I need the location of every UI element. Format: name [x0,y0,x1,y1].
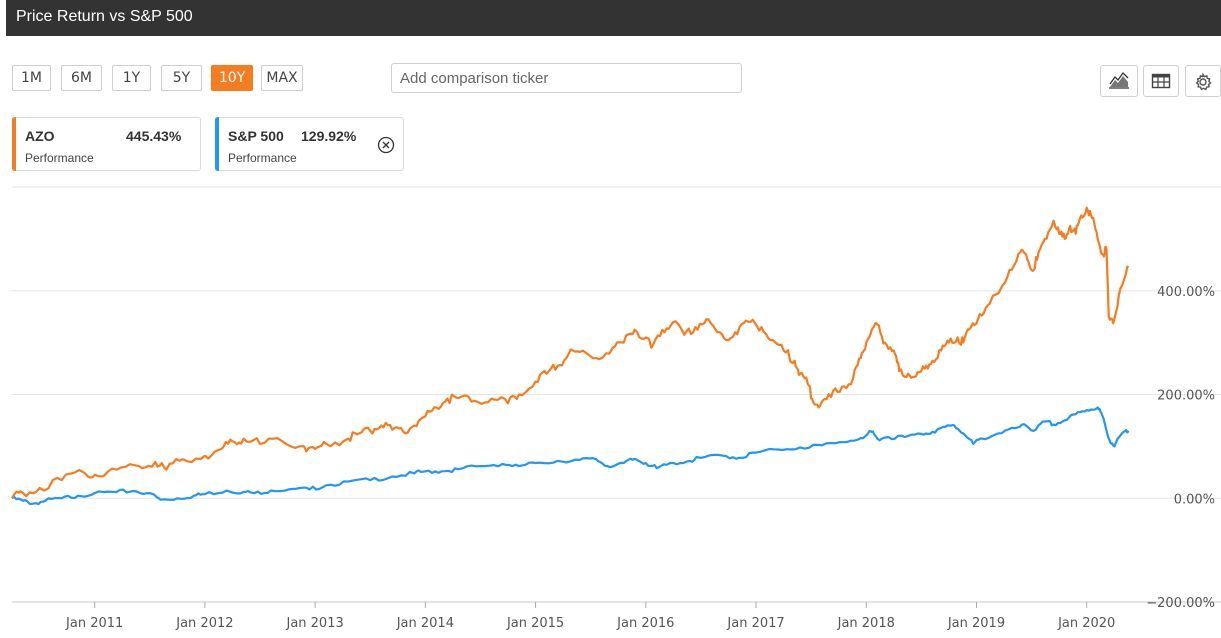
legend-color-bar-azo [12,117,16,171]
range-button-1y[interactable]: 1Y [112,65,151,91]
page-title: Price Return vs S&P 500 [16,8,193,25]
legend-card-sp500: S&P 500 129.92% Performance [215,117,404,171]
y-axis-labels: −200.00% 0.00% 200.00% 400.00% [1146,285,1215,611]
legend-value-sp500: 129.92% [301,128,357,144]
x-tick-label: Jan 2018 [837,616,895,631]
legend-value-azo: 445.43% [126,128,182,144]
series-line-azo [11,206,1130,499]
x-tick-label: Jan 2015 [506,616,564,631]
x-tick-label: Jan 2020 [1057,616,1115,631]
range-button-5y[interactable]: 5Y [161,65,202,91]
y-tick-label: −200.00% [1146,596,1215,611]
legend-card-azo: AZO 445.43% Performance [12,117,201,171]
legend-ticker-sp500: S&P 500 [228,128,284,144]
y-tick-label: 200.00% [1157,389,1215,404]
x-tick-label: Jan 2017 [726,616,784,631]
legend-ticker-azo: AZO [25,128,55,144]
title-bar: Price Return vs S&P 500 [6,0,1221,36]
remove-comparison-icon[interactable] [376,135,396,155]
chart-type-button[interactable] [1100,65,1138,97]
x-tick-label: Jan 2019 [947,616,1005,631]
x-tick-label: Jan 2012 [175,616,233,631]
legend-color-bar-sp500 [215,117,219,171]
mountain-chart-icon [1109,72,1129,89]
range-button-6m[interactable]: 6M [61,65,102,91]
chart-grid [12,186,1221,603]
gear-icon [1195,72,1212,91]
settings-button[interactable] [1185,65,1221,97]
x-tick-label: Jan 2016 [616,616,674,631]
series-line-s-p-500 [11,406,1130,506]
range-button-10y[interactable]: 10Y [211,65,253,91]
x-tick-label: Jan 2011 [65,616,123,631]
x-tick-label: Jan 2014 [396,616,454,631]
table-view-button[interactable] [1143,65,1179,97]
comparison-ticker-input[interactable] [391,63,742,93]
x-tick-label: Jan 2013 [285,616,343,631]
legend-sub-sp500: Performance [228,151,297,165]
y-tick-label: 400.00% [1157,285,1215,300]
legend-sub-azo: Performance [25,151,94,165]
performance-chart: Jan 2011 Jan 2012 Jan 2013 Jan 2014 Jan 2015… [11,186,1221,631]
y-tick-label: 0.00% [1174,492,1215,507]
x-axis: Jan 2011 Jan 2012 Jan 2013 Jan 2014 Jan 2015… [65,602,1115,631]
chart-series [11,206,1130,506]
range-button-max[interactable]: MAX [261,65,303,91]
table-icon [1151,73,1171,89]
range-button-1m[interactable]: 1M [12,65,51,91]
